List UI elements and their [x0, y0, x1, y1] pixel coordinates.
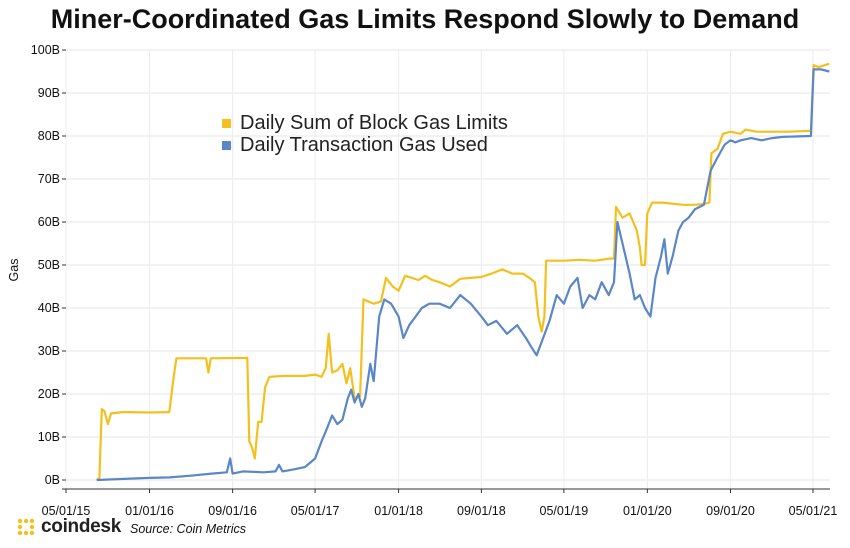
x-tick-label: 05/01/17: [291, 504, 340, 518]
x-axis: 05/01/15 01/01/16 09/01/16 05/01/17 01/01/18…: [42, 488, 838, 518]
legend-label: Daily Sum of Block Gas Limits: [240, 112, 508, 134]
x-tick-label: 01/01/16: [125, 504, 174, 518]
y-tick-label: 20B: [38, 387, 60, 401]
coindesk-wordmark: coindesk: [41, 516, 121, 537]
legend-label: Daily Transaction Gas Used: [240, 134, 488, 156]
source-note: Source: Coin Metrics: [130, 522, 247, 536]
x-tick-label: 09/01/16: [208, 504, 257, 518]
series-lines: [96, 62, 830, 482]
x-tick-label: 05/01/21: [789, 504, 838, 518]
y-tick-label: 50B: [38, 258, 60, 272]
x-tick-label: 01/01/20: [623, 504, 672, 518]
gridlines: [65, 49, 830, 489]
y-axis: 0B 10B 20B 30B 40B 50B 60B 70B 80B 90B 100B: [31, 43, 66, 487]
y-tick-label: 60B: [38, 215, 60, 229]
x-tick-label: 05/01/15: [42, 504, 91, 518]
y-tick-label: 10B: [38, 430, 60, 444]
coindesk-logo: coindesk: [16, 516, 121, 538]
y-tick-label: 90B: [38, 86, 60, 100]
y-tick-label: 70B: [38, 172, 60, 186]
series-line-gas-limits: [96, 62, 830, 481]
y-tick-label: 100B: [31, 43, 60, 57]
series-line-gas-used: [96, 68, 830, 482]
coindesk-logo-icon: [17, 518, 35, 536]
y-tick-label: 0B: [45, 473, 60, 487]
chart-title: Miner-Coordinated Gas Limits Respond Slo…: [50, 4, 800, 34]
x-tick-label: 05/01/19: [540, 504, 589, 518]
y-axis-label: Gas: [7, 259, 21, 282]
y-tick-label: 30B: [38, 344, 60, 358]
legend-swatch: [222, 141, 231, 150]
legend-swatch: [222, 119, 231, 128]
x-tick-label: 09/01/20: [706, 504, 755, 518]
x-tick-label: 01/01/18: [374, 504, 423, 518]
y-tick-label: 80B: [38, 129, 60, 143]
x-tick-label: 09/01/18: [457, 504, 506, 518]
y-tick-label: 40B: [38, 301, 60, 315]
